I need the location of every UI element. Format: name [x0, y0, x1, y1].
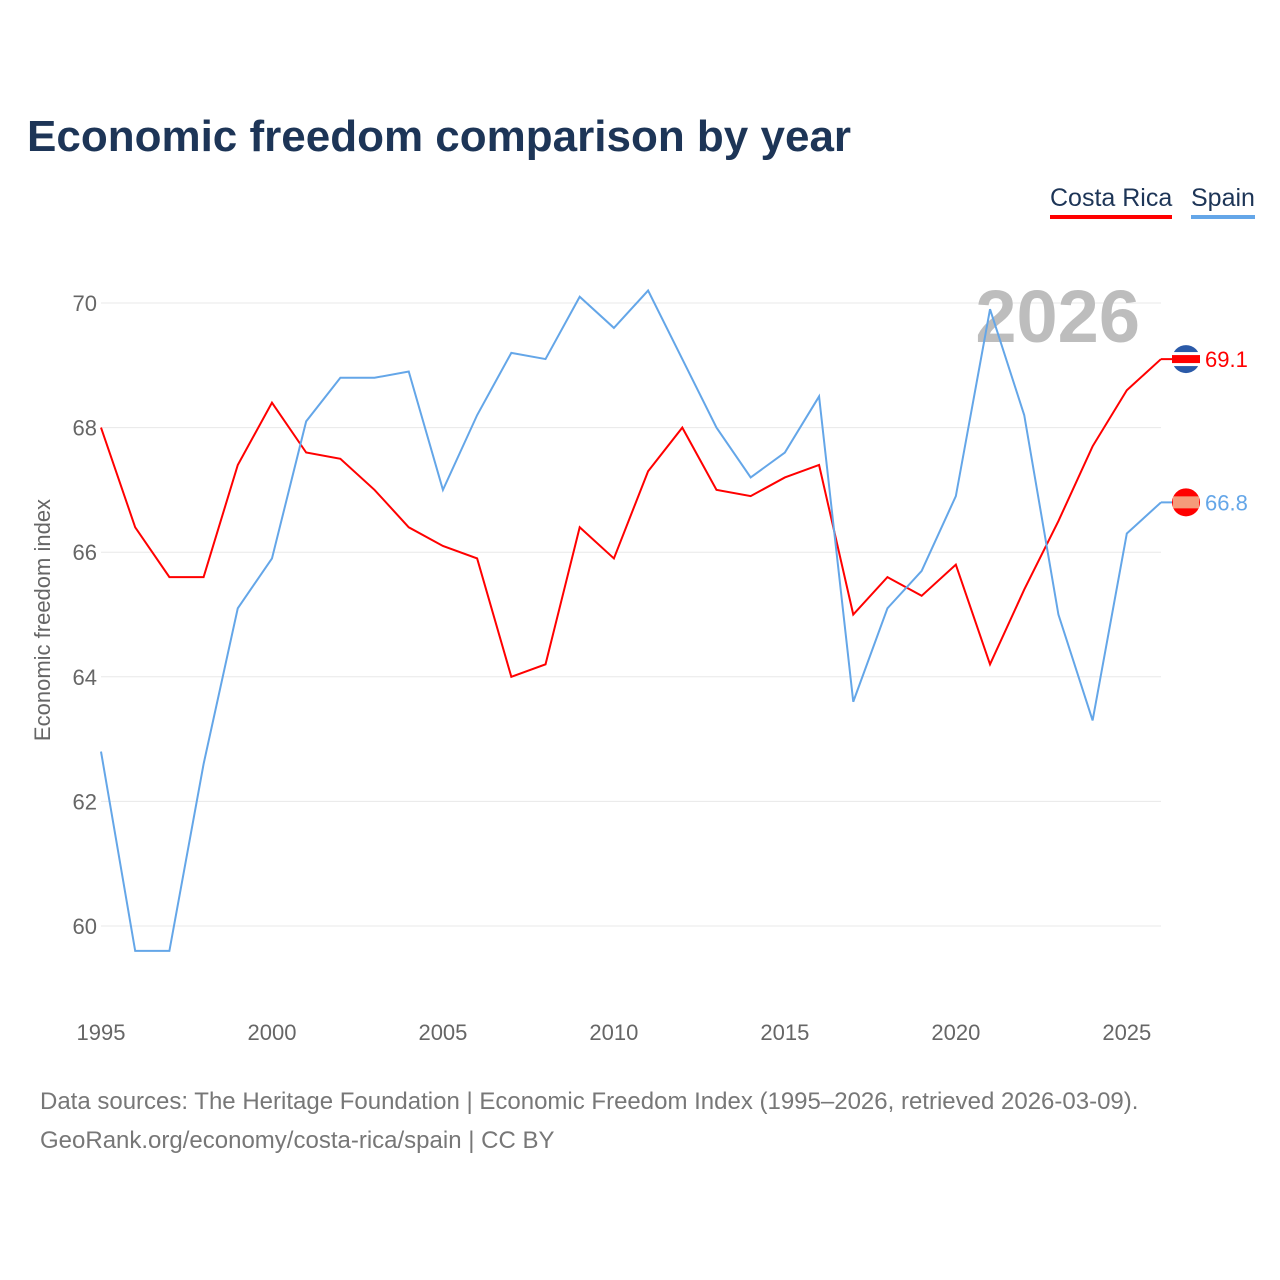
x-tick-label: 2015 [760, 1020, 809, 1045]
y-tick-label: 70 [73, 291, 97, 316]
x-tick-label: 2005 [418, 1020, 467, 1045]
y-axis-title: Economic freedom index [30, 499, 55, 741]
series-line-costa-rica [100, 358, 1162, 679]
x-tick-label: 2020 [931, 1020, 980, 1045]
x-tick-label: 1995 [77, 1020, 126, 1045]
end-value-label: 66.8 [1205, 490, 1248, 515]
y-tick-label: 66 [73, 540, 97, 565]
flag-stripe [1172, 355, 1200, 364]
end-value-label: 69.1 [1205, 347, 1248, 372]
series-line-spain [100, 288, 1162, 952]
year-watermark: 2026 [975, 275, 1140, 358]
x-tick-label: 2025 [1102, 1020, 1151, 1045]
y-tick-label: 62 [73, 789, 97, 814]
y-tick-label: 68 [73, 416, 97, 441]
x-tick-label: 2000 [247, 1020, 296, 1045]
y-tick-label: 60 [73, 914, 97, 939]
legend-spain[interactable]: Spain [1191, 184, 1255, 219]
flag-stripe [1173, 496, 1199, 509]
y-tick-label: 64 [73, 665, 97, 690]
source-note: Data sources: The Heritage Foundation | … [40, 1088, 1139, 1115]
source-url: GeoRank.org/economy/costa-rica/spain | C… [40, 1127, 555, 1154]
chart-title: Economic freedom comparison by year [27, 112, 852, 161]
x-tick-label: 2010 [589, 1020, 638, 1045]
legend-costa-rica[interactable]: Costa Rica [1050, 184, 1173, 219]
